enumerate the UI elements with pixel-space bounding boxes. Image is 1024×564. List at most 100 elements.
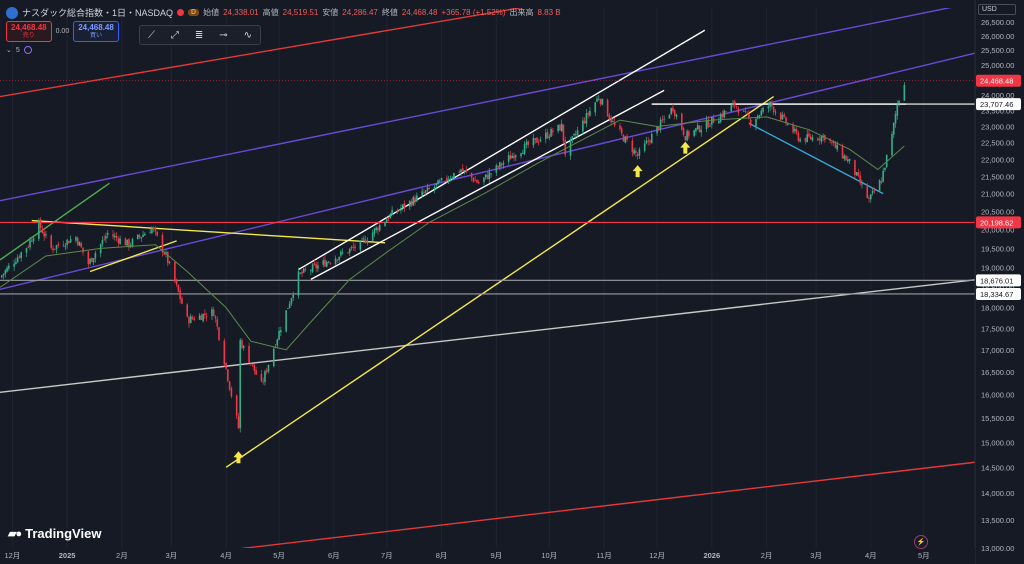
indicator-count[interactable]: 5 <box>15 46 20 54</box>
candle-body[interactable] <box>39 219 42 229</box>
candle-body[interactable] <box>537 141 540 143</box>
candle-body[interactable] <box>198 315 201 320</box>
candle-body[interactable] <box>755 119 757 127</box>
candle-body[interactable] <box>672 107 674 112</box>
candle-body[interactable] <box>878 180 881 191</box>
candle-body[interactable] <box>202 313 204 322</box>
candle-body[interactable] <box>892 122 895 135</box>
candle-body[interactable] <box>403 203 406 208</box>
candle-body[interactable] <box>329 262 332 264</box>
candle-body[interactable] <box>340 251 342 256</box>
candle-body[interactable] <box>548 136 551 138</box>
candle-body[interactable] <box>573 133 575 136</box>
candle-body[interactable] <box>189 316 192 324</box>
candle-body[interactable] <box>513 155 515 159</box>
candle-body[interactable] <box>882 170 884 182</box>
candle-body[interactable] <box>477 182 480 184</box>
fib-tool-icon[interactable]: ≣ <box>194 29 204 41</box>
candle-body[interactable] <box>502 162 505 165</box>
candle-body[interactable] <box>242 345 245 348</box>
candle-body[interactable] <box>251 364 254 366</box>
sell-button[interactable]: 24,468.48 売り <box>6 21 52 43</box>
candle-body[interactable] <box>771 101 773 107</box>
candle-body[interactable] <box>359 240 362 250</box>
candle-body[interactable] <box>348 248 351 253</box>
candle-body[interactable] <box>857 172 860 176</box>
candle-body[interactable] <box>636 154 639 157</box>
candle-body[interactable] <box>272 348 275 367</box>
candle-body[interactable] <box>500 163 503 166</box>
candle-body[interactable] <box>854 160 856 176</box>
candle-body[interactable] <box>138 235 141 237</box>
candle-body[interactable] <box>428 188 431 189</box>
candle-body[interactable] <box>4 270 7 275</box>
candle-body[interactable] <box>310 270 312 272</box>
candle-body[interactable] <box>749 119 752 126</box>
candle-body[interactable] <box>41 228 44 234</box>
candle-body[interactable] <box>174 262 176 282</box>
candle-body[interactable] <box>688 131 690 137</box>
candle-body[interactable] <box>287 308 289 310</box>
candle-body[interactable] <box>610 117 612 123</box>
candle-body[interactable] <box>781 114 784 120</box>
candle-body[interactable] <box>177 284 180 292</box>
trend-line[interactable] <box>0 0 975 98</box>
candle-body[interactable] <box>564 140 567 155</box>
candle-body[interactable] <box>656 126 658 134</box>
candle-body[interactable] <box>152 227 155 230</box>
candle-body[interactable] <box>225 362 227 369</box>
candle-body[interactable] <box>820 136 823 142</box>
candle-body[interactable] <box>237 416 240 428</box>
candle-body[interactable] <box>762 107 764 112</box>
candle-body[interactable] <box>227 369 229 381</box>
candle-body[interactable] <box>188 316 190 324</box>
candle-body[interactable] <box>880 181 883 183</box>
candle-body[interactable] <box>562 124 565 142</box>
candle-body[interactable] <box>375 227 378 231</box>
candle-body[interactable] <box>140 237 143 239</box>
candle-body[interactable] <box>78 242 81 246</box>
candle-body[interactable] <box>27 246 30 248</box>
candle-body[interactable] <box>818 138 821 141</box>
candle-body[interactable] <box>668 114 671 119</box>
candle-body[interactable] <box>13 263 15 267</box>
candle-body[interactable] <box>53 248 56 250</box>
candle-body[interactable] <box>808 133 810 137</box>
candle-body[interactable] <box>336 259 339 261</box>
candle-body[interactable] <box>794 128 796 132</box>
candle-body[interactable] <box>748 113 750 119</box>
candle-body[interactable] <box>670 108 672 114</box>
candle-body[interactable] <box>449 178 452 180</box>
candle-body[interactable] <box>737 108 740 113</box>
candle-body[interactable] <box>361 238 363 240</box>
candle-body[interactable] <box>682 128 685 136</box>
candle-body[interactable] <box>181 298 183 304</box>
candle-body[interactable] <box>774 111 777 113</box>
candle-body[interactable] <box>571 136 574 140</box>
candle-body[interactable] <box>686 130 688 141</box>
candle-body[interactable] <box>124 238 127 246</box>
candle-body[interactable] <box>105 236 107 239</box>
trend-line[interactable] <box>0 3 975 202</box>
candle-body[interactable] <box>658 127 660 130</box>
candle-body[interactable] <box>585 113 588 124</box>
candle-body[interactable] <box>869 194 872 200</box>
candle-body[interactable] <box>596 98 598 102</box>
candle-body[interactable] <box>52 248 54 251</box>
candle-body[interactable] <box>620 128 623 134</box>
candle-body[interactable] <box>735 106 738 107</box>
candle-body[interactable] <box>29 240 31 248</box>
candle-body[interactable] <box>214 316 217 319</box>
candle-body[interactable] <box>460 169 462 172</box>
candle-body[interactable] <box>514 155 517 158</box>
candle-body[interactable] <box>175 280 178 285</box>
candle-body[interactable] <box>20 252 22 259</box>
time-axis[interactable] <box>0 548 975 564</box>
candle-body[interactable] <box>129 245 132 247</box>
candle-body[interactable] <box>327 261 330 263</box>
candle-body[interactable] <box>265 370 268 372</box>
candle-body[interactable] <box>742 110 745 112</box>
candle-body[interactable] <box>69 239 72 243</box>
candle-body[interactable] <box>559 124 561 131</box>
candle-body[interactable] <box>811 137 814 141</box>
